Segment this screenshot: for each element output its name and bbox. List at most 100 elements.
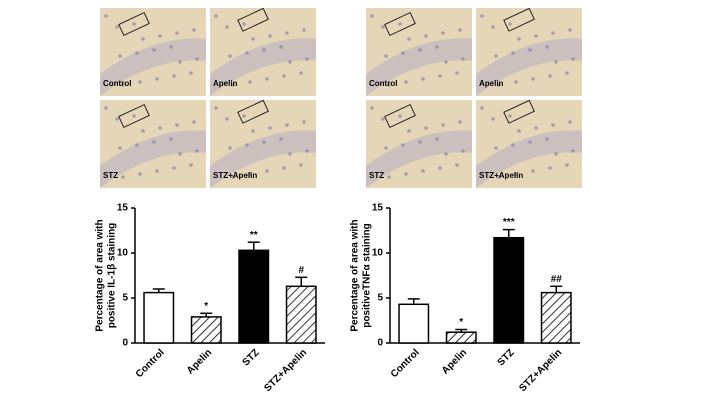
y-tick-label: 10 (117, 248, 129, 259)
cell (299, 163, 303, 167)
cell (565, 71, 569, 75)
cell (152, 48, 156, 52)
cell (455, 71, 459, 75)
cell (497, 83, 501, 87)
cell (248, 172, 252, 176)
cell (387, 175, 391, 179)
cell (381, 117, 385, 121)
cell (135, 143, 139, 147)
cell (491, 25, 495, 29)
cell (398, 22, 402, 26)
cell (458, 28, 462, 32)
cell (508, 22, 512, 26)
cell (285, 123, 289, 127)
significance-label: # (298, 265, 304, 276)
cell (418, 48, 422, 52)
panel-label: STZ (103, 171, 118, 180)
cell (511, 51, 515, 55)
cell (384, 54, 388, 58)
cell-band (100, 130, 206, 188)
cell (421, 169, 425, 173)
significance-label: * (204, 301, 208, 312)
cell (231, 175, 235, 179)
cell (225, 25, 229, 29)
cell-band (100, 38, 206, 96)
y-axis-label: Percentage of area with (350, 219, 361, 331)
cell (444, 152, 448, 156)
cell (387, 83, 391, 87)
cell (104, 106, 108, 110)
cell (192, 28, 196, 32)
cell (545, 137, 549, 141)
cell (245, 143, 249, 147)
cell (104, 14, 108, 18)
cell (118, 146, 122, 150)
cell (158, 34, 162, 38)
cell (302, 120, 306, 124)
cell (554, 152, 558, 156)
roi-box (237, 7, 269, 32)
cell (421, 77, 425, 81)
cell-band (366, 130, 472, 188)
cell (461, 57, 465, 61)
cell (568, 120, 572, 124)
cell (441, 123, 445, 127)
cell (141, 37, 145, 41)
x-tick-label: Control (389, 347, 422, 380)
panel-label: Control (103, 79, 131, 88)
panel-label: STZ (369, 171, 384, 180)
x-tick-label: Apelin (440, 347, 469, 376)
cell (214, 106, 218, 110)
cell (288, 60, 292, 64)
cell (435, 45, 439, 49)
bar (190, 316, 222, 344)
cell (265, 77, 269, 81)
cell (531, 169, 535, 173)
cell (305, 149, 309, 153)
roi-box (384, 11, 416, 37)
cell (401, 143, 405, 147)
x-tick-label: STZ+Apelin (517, 347, 564, 394)
cell (494, 54, 498, 58)
cell (404, 172, 408, 176)
cell (248, 80, 252, 84)
cell (121, 175, 125, 179)
cell-band (210, 38, 316, 96)
cell (175, 123, 179, 127)
cell (441, 31, 445, 35)
panel-label: Control (369, 79, 397, 88)
cell (514, 80, 518, 84)
cell (158, 126, 162, 130)
cell (554, 60, 558, 64)
cell (568, 28, 572, 32)
y-axis-label: Percentage of area with (95, 219, 106, 331)
cell (135, 51, 139, 55)
cell (279, 137, 283, 141)
cell (384, 146, 388, 150)
panel-label: STZ+Apelin (479, 171, 523, 180)
y-tick-label: 5 (122, 293, 128, 304)
cell-band (476, 38, 582, 96)
significance-label: *** (503, 217, 515, 228)
roi-box (384, 103, 416, 129)
cell (228, 146, 232, 150)
cell (195, 149, 199, 153)
cell (242, 114, 246, 118)
cell (115, 25, 119, 29)
cell (438, 166, 442, 170)
cell (494, 146, 498, 150)
bar (398, 303, 430, 344)
cell (461, 149, 465, 153)
cell (528, 48, 532, 52)
significance-label: * (459, 317, 463, 328)
roi-box (118, 103, 150, 129)
cell (279, 45, 283, 49)
cell (531, 77, 535, 81)
cell (195, 57, 199, 61)
x-tick-label: Apelin (185, 347, 214, 376)
x-tick-label: Control (134, 347, 167, 380)
cell (118, 54, 122, 58)
cell-band (210, 130, 316, 188)
cell (282, 74, 286, 78)
cell (407, 37, 411, 41)
